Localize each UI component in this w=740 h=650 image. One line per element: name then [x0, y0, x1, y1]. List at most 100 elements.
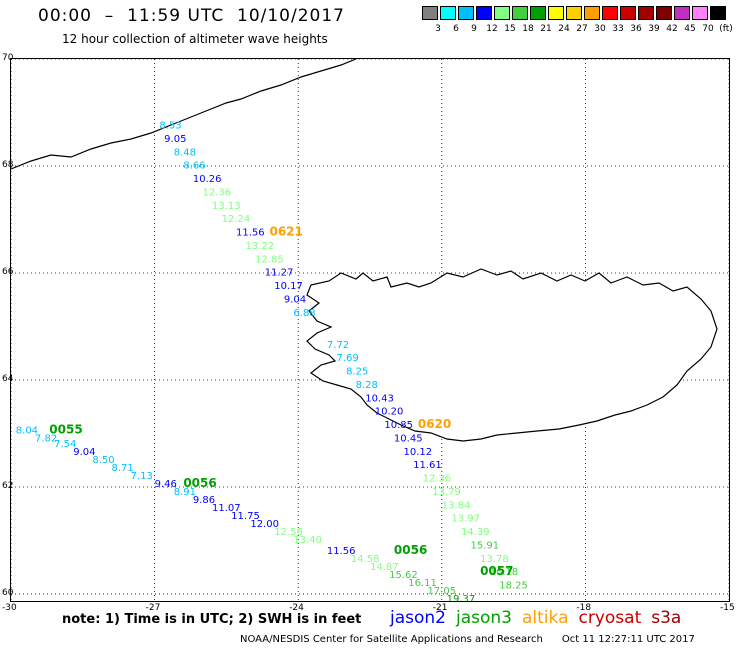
satellite-cryosat: cryosat [578, 608, 642, 628]
swh-value: 8.53 [159, 121, 181, 132]
scale-swatch [548, 6, 564, 20]
scale-label: 39 [648, 24, 660, 34]
swh-value: 13.13 [212, 201, 241, 212]
scale-label: 21 [540, 24, 552, 34]
scale-label: 15 [504, 24, 516, 34]
scale-swatch [620, 6, 636, 20]
pass-time-label: 0057 [480, 564, 513, 578]
swh-value: 8.71 [112, 463, 134, 474]
scale-label: 24 [558, 24, 570, 34]
y-tick-label: 62 [2, 480, 14, 491]
scale-swatch [584, 6, 600, 20]
scale-label: 45 [684, 24, 696, 34]
pass-time-label: 0056 [394, 543, 427, 557]
scale-swatch [674, 6, 690, 20]
scale-label: 12 [486, 24, 498, 34]
scale-label: 6 [453, 24, 459, 34]
swh-value: 13.97 [451, 514, 480, 525]
wave-height-map[interactable]: 8.53 9.05 8.48 8.66 10.26 12.36 13.13 12.24 11.5… [10, 58, 730, 629]
y-tick-label: 64 [2, 373, 14, 384]
satellite-s3a: s3a [651, 608, 682, 628]
y-tick-label: 66 [2, 266, 14, 277]
swh-value: 14.39 [461, 527, 490, 538]
pass-time-label: 0056 [183, 476, 216, 490]
swh-value: 7.13 [131, 471, 153, 482]
swh-value: 11.75 [231, 511, 260, 522]
swh-value: 11.56 [236, 228, 265, 239]
scale-swatch [440, 6, 456, 20]
scale-label: 30 [594, 24, 606, 34]
swh-value: 19.37 [447, 594, 476, 601]
greenland-coastline [10, 58, 357, 170]
map-note: note: 1) Time is in UTC; 2) SWH is in fe… [62, 612, 362, 627]
swh-value: 11.27 [265, 268, 294, 279]
scale-label: 33 [612, 24, 624, 34]
swh-value: 8.91 [174, 487, 196, 498]
scale-swatch [656, 6, 672, 20]
swh-value: 12.36 [423, 474, 452, 485]
swh-value: 7.69 [336, 353, 358, 364]
swh-value: 8.28 [356, 380, 378, 391]
map-subtitle: 12 hour collection of altimeter wave hei… [62, 32, 328, 46]
y-tick-label: 60 [2, 587, 14, 598]
swh-value: 18.25 [499, 581, 528, 592]
swh-value: 13.78 [480, 554, 509, 565]
pass-time-label: 0620 [418, 417, 451, 431]
swh-value: 9.04 [284, 294, 306, 305]
satellite-altika: altika [522, 608, 569, 628]
map-title: 00:00 – 11:59 UTC 10/10/2017 [38, 6, 345, 26]
swh-value: 10.26 [193, 174, 222, 185]
scale-swatch [422, 6, 438, 20]
scale-label: 27 [576, 24, 588, 34]
swh-value: 13.40 [293, 535, 322, 546]
scale-swatch [710, 6, 726, 20]
swh-value: 8.48 [174, 147, 196, 158]
iceland-landmass [306, 268, 718, 442]
swh-value: 10.43 [365, 393, 394, 404]
swh-value: 15.62 [389, 570, 418, 581]
satellite-jason3: jason3 [456, 608, 512, 628]
swh-value: 7.72 [327, 340, 349, 351]
swh-value: 14.87 [370, 562, 399, 573]
map-canvas: 8.53 9.05 8.48 8.66 10.26 12.36 13.13 12.24 11.5… [10, 58, 730, 629]
scale-swatch [602, 6, 618, 20]
scale-swatch [476, 6, 492, 20]
swh-value: 8.25 [346, 367, 368, 378]
x-tick-label: -15 [720, 603, 735, 613]
swh-value: 14.58 [351, 554, 380, 565]
x-tick-label: -21 [432, 603, 448, 613]
scale-swatch [494, 6, 510, 20]
satellite-legend: jason2 jason3 altika cryosat s3a [390, 608, 691, 628]
scale-swatch [512, 6, 528, 20]
swh-value: 9.05 [164, 134, 186, 145]
swh-value: 16.11 [408, 578, 437, 589]
swh-value: 17.05 [427, 586, 456, 597]
pass-time-label: 0621 [269, 225, 302, 239]
swh-value: 11.56 [327, 546, 356, 557]
swh-value: 10.17 [274, 281, 303, 292]
swh-value: 7.54 [54, 439, 76, 450]
swh-value: 12.36 [202, 187, 231, 198]
scale-label: 3 [435, 24, 441, 34]
swh-value: 7.82 [35, 433, 57, 444]
swh-value: 11.07 [212, 503, 241, 514]
swh-value: 15.91 [471, 540, 500, 551]
scale-label: 36 [630, 24, 642, 34]
scale-swatch [530, 6, 546, 20]
swh-value: 12.56 [274, 527, 303, 538]
pass-time-label: 0055 [49, 422, 82, 436]
swh-value: 8.04 [16, 425, 38, 436]
swh-value: 8.50 [92, 455, 114, 466]
swh-value: 9.46 [155, 479, 177, 490]
scale-swatch [692, 6, 708, 20]
iceland-coastline [10, 58, 718, 442]
scale-label: 70 [702, 24, 714, 34]
swh-value: 6.88 [293, 308, 315, 319]
scale-label: (ft) [719, 24, 733, 34]
swh-value: 10.12 [404, 447, 433, 458]
swh-value: 12.85 [255, 254, 284, 265]
scale-swatch [638, 6, 654, 20]
swh-value: 8.66 [183, 161, 205, 172]
y-tick-label: 70 [2, 53, 14, 63]
scale-label: 18 [522, 24, 534, 34]
